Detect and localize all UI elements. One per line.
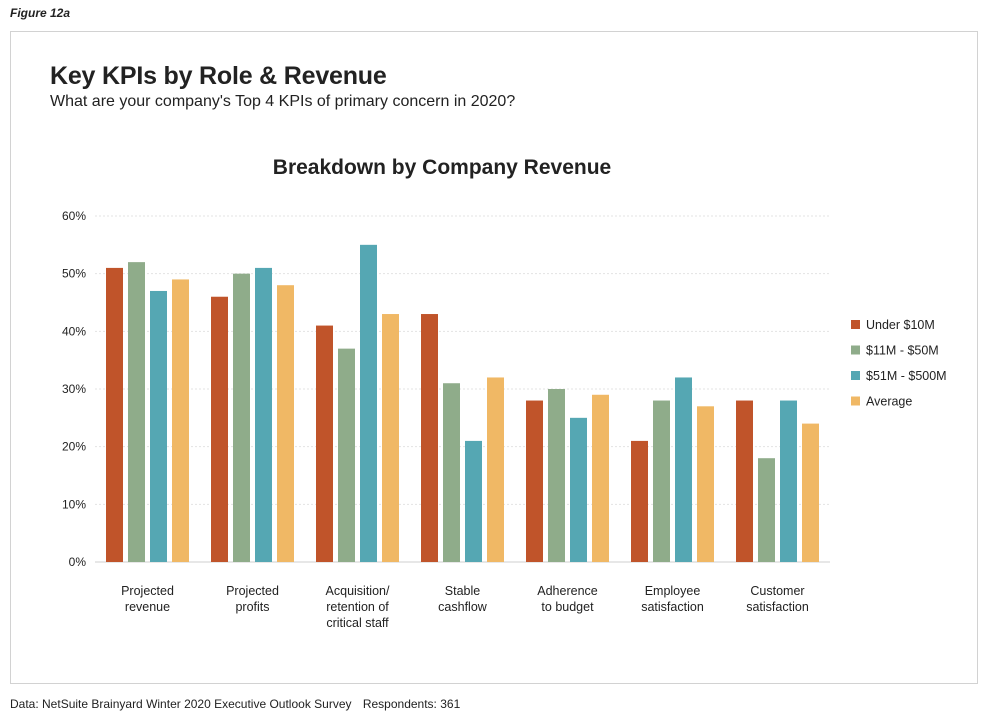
bar <box>548 389 565 562</box>
footer: Data: NetSuite Brainyard Winter 2020 Exe… <box>10 697 468 711</box>
x-tick-label: Projected <box>121 584 174 598</box>
x-tick-label: Projected <box>226 584 279 598</box>
bar <box>675 377 692 562</box>
page-subtitle: What are your company's Top 4 KPIs of pr… <box>50 93 516 110</box>
x-tick-label: Acquisition/ <box>326 584 390 598</box>
bar <box>277 285 294 562</box>
legend-label: $51M - $500M <box>866 369 947 383</box>
bar <box>150 290 167 562</box>
legend-label: $11M - $50M <box>866 344 939 358</box>
bar <box>211 296 228 562</box>
legend-swatch <box>851 345 860 355</box>
x-tick-label: to budget <box>541 600 594 614</box>
bar <box>360 244 377 563</box>
y-tick-label: 0% <box>69 555 87 569</box>
x-tick-label: profits <box>235 600 269 614</box>
legend-label: Average <box>866 395 912 409</box>
bar <box>697 406 714 562</box>
x-tick-label: retention of <box>326 600 389 614</box>
bar <box>106 267 123 562</box>
x-tick-label: Employee <box>645 584 701 598</box>
x-tick-label: cashflow <box>438 600 488 614</box>
bar <box>382 314 399 562</box>
bar <box>780 400 797 562</box>
legend-swatch <box>851 396 860 406</box>
x-tick-label: Adherence <box>537 584 598 598</box>
bar <box>128 262 145 562</box>
y-tick-label: 40% <box>62 324 86 338</box>
bar <box>570 417 587 562</box>
y-tick-label: 20% <box>62 440 86 454</box>
x-tick-label: satisfaction <box>641 600 704 614</box>
bar <box>758 458 775 562</box>
x-tick-label: revenue <box>125 600 170 614</box>
x-tick-label: critical staff <box>326 616 389 630</box>
chart-frame <box>10 31 978 684</box>
bar <box>526 400 543 562</box>
y-tick-label: 10% <box>62 497 86 511</box>
bar <box>487 377 504 562</box>
y-tick-label: 60% <box>62 209 86 223</box>
legend-swatch <box>851 371 860 380</box>
bar <box>802 423 819 562</box>
bar <box>592 394 609 562</box>
y-tick-label: 30% <box>62 382 86 396</box>
x-tick-label: satisfaction <box>746 600 809 614</box>
bar <box>233 273 250 562</box>
respondents-count: Respondents: 361 <box>362 697 461 711</box>
bar <box>465 440 482 562</box>
bar <box>172 279 189 562</box>
bar <box>255 267 272 562</box>
page-title: Key KPIs by Role & Revenue <box>50 62 387 90</box>
bar <box>653 400 670 562</box>
x-tick-label: Customer <box>750 584 804 598</box>
bar <box>443 383 460 562</box>
legend-label: Under $10M <box>866 318 935 332</box>
bar <box>631 440 648 562</box>
chart-title: Breakdown by Company Revenue <box>272 156 612 179</box>
figure-label: Figure 12a <box>10 6 71 20</box>
legend-swatch <box>851 320 860 329</box>
bar <box>421 314 438 562</box>
x-tick-label: Stable <box>445 584 480 598</box>
data-source: Data: NetSuite Brainyard Winter 2020 Exe… <box>10 697 352 711</box>
bar <box>338 348 355 562</box>
bar <box>736 400 753 562</box>
bar <box>316 325 333 562</box>
y-tick-label: 50% <box>62 267 86 281</box>
